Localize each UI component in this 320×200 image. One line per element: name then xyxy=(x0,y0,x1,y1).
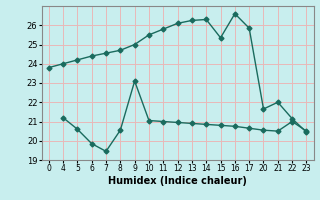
X-axis label: Humidex (Indice chaleur): Humidex (Indice chaleur) xyxy=(108,176,247,186)
